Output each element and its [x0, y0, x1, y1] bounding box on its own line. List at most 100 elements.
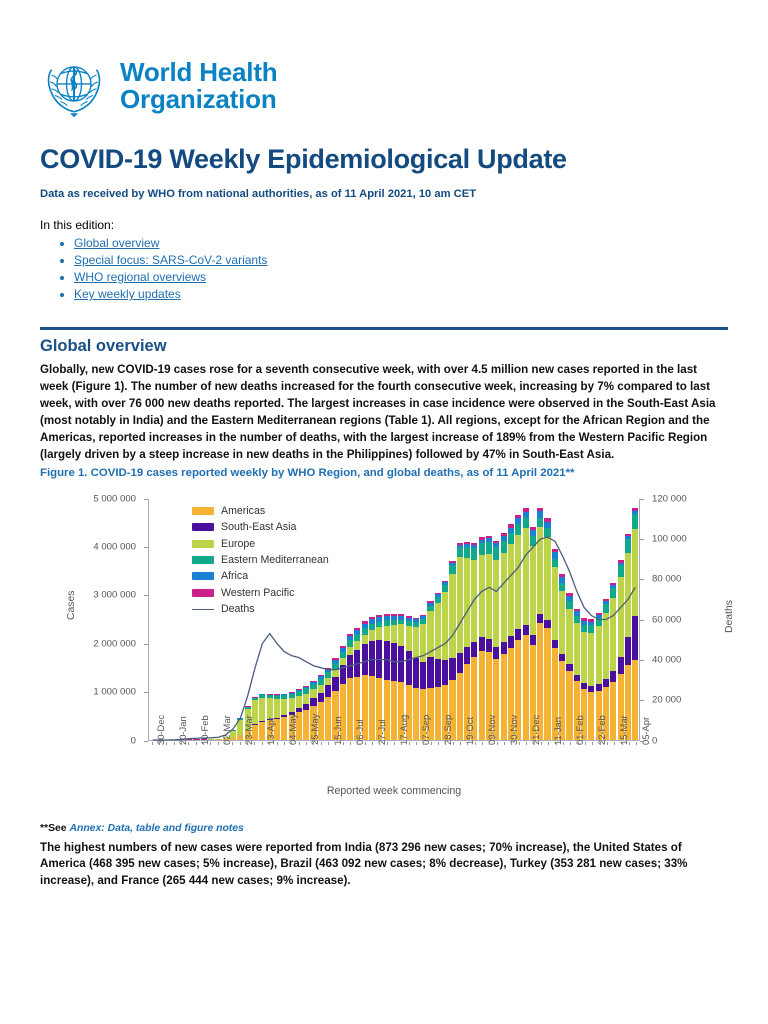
bar-segment	[230, 730, 237, 739]
bar-segment	[624, 552, 632, 638]
bar-segment	[434, 596, 441, 604]
bar-segment	[573, 608, 580, 612]
bar-segment	[412, 619, 419, 623]
bar-segment	[559, 577, 566, 583]
x-tick-mark	[195, 741, 197, 745]
footnote-annex-link[interactable]: Annex: Data, table and figure notes	[69, 822, 244, 834]
bar-segment	[500, 533, 507, 537]
x-tick-mark	[342, 741, 344, 745]
deaths-line	[149, 499, 639, 740]
in-this-edition-label: In this edition:	[40, 218, 115, 232]
bar-segment	[317, 684, 324, 693]
bar-segment	[566, 664, 573, 671]
bar-segment	[405, 617, 412, 622]
bar-segment	[244, 706, 251, 707]
bar-column	[251, 499, 259, 740]
bar-segment	[624, 637, 632, 665]
x-tick-mark	[548, 741, 550, 745]
x-tick-mark	[584, 741, 586, 745]
x-tick-label: 27-Jul	[375, 718, 387, 745]
bar-column	[339, 499, 346, 740]
bar-segment	[559, 582, 566, 591]
toc-link-special-focus[interactable]: Special focus: SARS-CoV-2 variants	[74, 253, 268, 267]
bar-segment	[398, 682, 405, 740]
list-item[interactable]: Key weekly updates	[74, 287, 728, 301]
x-tick-mark	[313, 741, 315, 745]
list-item[interactable]: Global overview	[74, 236, 728, 250]
bar-segment	[544, 537, 551, 620]
bar-segment	[427, 605, 434, 612]
bar-segment	[288, 692, 295, 694]
bar-segment	[588, 619, 595, 622]
x-tick-mark	[173, 741, 175, 745]
bar-column	[559, 499, 566, 740]
bar-segment	[493, 543, 500, 548]
x-tick-mark	[394, 741, 395, 745]
x-tick-mark	[261, 741, 263, 745]
bar-segment	[273, 699, 281, 718]
x-tick-mark	[570, 741, 572, 745]
x-tick-mark	[181, 741, 183, 745]
bar-segment	[500, 536, 507, 541]
bar-segment	[420, 614, 427, 617]
x-tick-label: 25-May	[309, 713, 321, 745]
x-tick-label: 04-May	[287, 713, 299, 745]
bar-column	[229, 499, 237, 740]
bar-segment	[339, 651, 346, 659]
bar-segment	[507, 524, 515, 528]
legend-label: Europe	[221, 537, 256, 550]
bar-segment	[361, 675, 368, 740]
x-tick-mark	[467, 741, 469, 745]
x-tick-label: 30-Nov	[507, 714, 519, 745]
x-tick-mark	[562, 741, 564, 745]
bar-segment	[347, 647, 354, 655]
bar-segment	[405, 625, 412, 651]
bar-segment	[617, 657, 624, 675]
bar-segment	[581, 620, 588, 625]
bar-segment	[288, 715, 295, 740]
bar-segment	[427, 601, 434, 604]
x-tick-mark	[460, 741, 462, 745]
bar-segment	[551, 647, 558, 740]
bar-segment	[347, 654, 354, 678]
bar-segment	[537, 517, 544, 528]
bar-column	[463, 499, 471, 740]
list-item[interactable]: WHO regional overviews	[74, 270, 728, 284]
bar-column	[595, 499, 602, 740]
bar-segment	[339, 665, 346, 684]
bar-segment	[471, 559, 478, 642]
bar-segment	[522, 624, 529, 636]
bar-segment	[281, 699, 288, 716]
x-tick-mark	[254, 741, 256, 745]
bar-segment	[544, 521, 551, 529]
bar-segment	[434, 603, 441, 659]
bar-segment	[442, 582, 449, 585]
bar-segment	[251, 697, 259, 698]
bar-segment	[478, 554, 485, 637]
bar-segment	[449, 680, 456, 740]
bar-segment	[500, 540, 507, 553]
toc-link-global-overview[interactable]: Global overview	[74, 236, 160, 250]
toc-link-key-weekly-updates[interactable]: Key weekly updates	[74, 287, 181, 301]
bar-segment	[368, 629, 376, 641]
y-tick-mark	[144, 692, 148, 694]
who-logo: World Health Organization	[40, 0, 728, 120]
x-tick-label: 05-Apr	[639, 716, 651, 745]
bar-segment	[266, 719, 273, 721]
bar-segment	[325, 696, 332, 740]
bar-segment	[420, 662, 427, 690]
list-item[interactable]: Special focus: SARS-CoV-2 variants	[74, 253, 728, 267]
bar-column	[515, 499, 522, 740]
bar-segment	[485, 542, 493, 555]
bar-column	[317, 499, 324, 740]
bar-column	[215, 499, 222, 740]
bar-segment	[412, 622, 419, 628]
bar-column	[442, 499, 449, 740]
toc-link-regional-overviews[interactable]: WHO regional overviews	[74, 270, 207, 284]
bar-segment	[559, 573, 566, 578]
x-tick-mark	[430, 741, 432, 745]
bar-column	[398, 499, 405, 740]
bar-segment	[559, 661, 566, 740]
bar-segment	[617, 560, 624, 563]
bar-segment	[464, 647, 471, 665]
